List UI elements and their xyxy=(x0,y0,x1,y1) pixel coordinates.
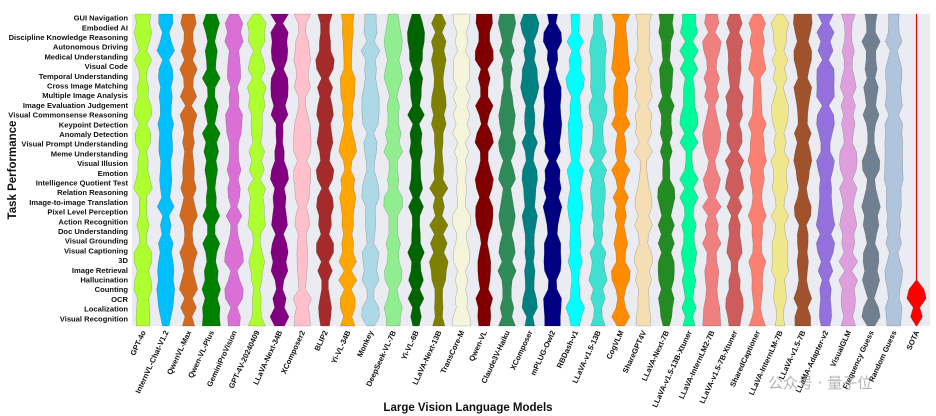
category-label: Counting xyxy=(95,285,129,294)
x-tick-labels: GPT-4oInternVL-Chat-V1.2QwenVL-MaxQwen-V… xyxy=(128,328,921,409)
violin-10 xyxy=(360,13,381,327)
model-label: XComposer2 xyxy=(279,329,307,375)
category-label: Visual Captioning xyxy=(64,246,128,255)
category-label: Medical Understanding xyxy=(44,52,128,61)
y-axis-title: Task Performance xyxy=(7,121,19,220)
violin-22 xyxy=(633,13,654,327)
violin-34 xyxy=(906,13,927,327)
violin-7 xyxy=(292,13,312,327)
violin-12 xyxy=(407,13,425,327)
category-label: Emotion xyxy=(98,169,129,178)
violin-27 xyxy=(747,13,767,327)
category-label: Temporal Understanding xyxy=(39,72,129,81)
category-label: Visual Code xyxy=(85,62,128,71)
violin-5 xyxy=(247,13,267,327)
category-label: Localization xyxy=(84,305,128,314)
model-label: SOTA xyxy=(904,329,921,352)
category-label: Visual Recognition xyxy=(60,314,129,323)
category-label: Cross Image Matching xyxy=(47,82,128,91)
model-label: TransCore-M xyxy=(439,329,467,375)
category-label: Discipline Knowledge Reasoning xyxy=(9,33,129,42)
violin-4 xyxy=(224,13,244,327)
model-label: Monkey xyxy=(355,328,375,358)
violin-25 xyxy=(702,13,722,327)
violin-19 xyxy=(565,13,585,327)
category-label: OCR xyxy=(111,295,128,304)
model-label: RBDash-v1 xyxy=(555,328,581,369)
category-label: Relation Reasoning xyxy=(57,188,128,197)
violin-28 xyxy=(770,13,790,327)
category-label: Action Recognition xyxy=(58,217,128,226)
violin-9 xyxy=(338,13,358,327)
category-label: Autonomous Driving xyxy=(53,43,128,52)
violin-16 xyxy=(497,13,517,327)
category-label: Multiple Image Analysis xyxy=(42,91,128,100)
violin-2 xyxy=(179,13,198,327)
violin-15 xyxy=(474,13,494,327)
violin-8 xyxy=(315,13,335,327)
model-label: VisualGLM xyxy=(828,329,853,368)
violin-11 xyxy=(383,13,403,327)
violin-23 xyxy=(657,13,676,327)
category-label: Embodied AI xyxy=(82,23,128,32)
violin-26 xyxy=(724,13,745,327)
violin-21 xyxy=(611,13,631,327)
category-label: Visual Commonsense Reasoning xyxy=(8,111,128,120)
category-label: Visual Grounding xyxy=(65,237,129,246)
x-axis-title: Large Vision Language Models xyxy=(383,402,552,414)
violin-13 xyxy=(429,13,449,327)
model-label: Yi-VL-34B xyxy=(329,329,352,366)
model-label: BLIP2 xyxy=(313,329,330,352)
violin-14 xyxy=(451,13,472,327)
violin-24 xyxy=(679,13,699,327)
category-label: Visual Illusion xyxy=(77,159,128,168)
category-label: Anomaly Detection xyxy=(59,130,128,139)
violin-33 xyxy=(884,13,904,327)
category-label: Hallucination xyxy=(80,276,128,285)
model-label: Qwen-VL xyxy=(467,329,489,363)
violin-3 xyxy=(201,13,221,327)
violins xyxy=(133,13,927,327)
model-label: GPT-4o xyxy=(128,329,148,357)
category-label: Image Retrieval xyxy=(72,266,128,275)
violin-32 xyxy=(861,13,881,327)
violin-30 xyxy=(815,13,836,327)
violin-17 xyxy=(520,13,540,327)
violin-6 xyxy=(269,13,290,327)
category-label: Visual Prompt Understanding xyxy=(21,140,128,149)
model-label: CogVLM xyxy=(604,329,625,361)
violin-18 xyxy=(542,13,563,327)
model-label: Yi-VL-6B xyxy=(399,329,421,362)
category-label: 3D xyxy=(118,256,128,265)
violin-31 xyxy=(838,13,858,327)
violin-1 xyxy=(156,13,176,327)
violin-0 xyxy=(133,13,153,327)
violin-29 xyxy=(793,13,813,327)
category-label: GUI Navigation xyxy=(74,14,129,23)
model-label: XComposer xyxy=(508,329,534,371)
violin-20 xyxy=(588,13,608,327)
category-label: Meme Understanding xyxy=(51,149,129,158)
category-label: Image Evaluation Judgement xyxy=(23,101,129,110)
category-label: Pixel Level Perception xyxy=(47,208,128,217)
category-label: Intelligence Quotient Test xyxy=(36,179,129,188)
category-label: Doc Understanding xyxy=(58,227,128,236)
category-label: Keypoint Detection xyxy=(59,120,129,129)
watermark-text: 公众号 · 量子位 xyxy=(768,374,872,392)
category-label: Image-to-image Translation xyxy=(29,198,128,207)
